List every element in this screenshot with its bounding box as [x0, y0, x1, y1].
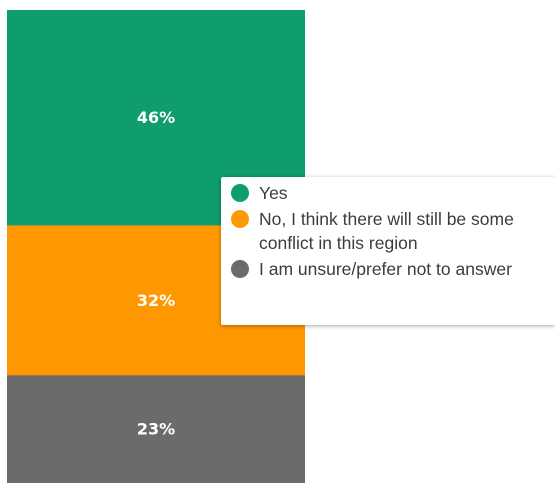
data-label: 23%: [137, 420, 175, 439]
data-label: 32%: [137, 291, 175, 310]
legend-marker-icon: [231, 260, 249, 278]
data-label: 46%: [137, 108, 175, 127]
legend-label: No, I think there will still be some con…: [259, 209, 514, 253]
bar-segment[interactable]: [7, 375, 305, 483]
chart-legend: Yes No, I think there will still be some…: [221, 177, 555, 325]
legend-item-unsure[interactable]: I am unsure/prefer not to answer: [231, 257, 549, 281]
stacked-bar: 46% 32% 23%: [7, 10, 305, 483]
legend-item-no[interactable]: No, I think there will still be some con…: [231, 207, 549, 255]
legend-item-yes[interactable]: Yes: [231, 181, 549, 205]
legend-marker-icon: [231, 210, 249, 228]
legend-marker-icon: [231, 184, 249, 202]
legend-label: Yes: [259, 183, 288, 203]
legend-label: I am unsure/prefer not to answer: [259, 259, 512, 279]
